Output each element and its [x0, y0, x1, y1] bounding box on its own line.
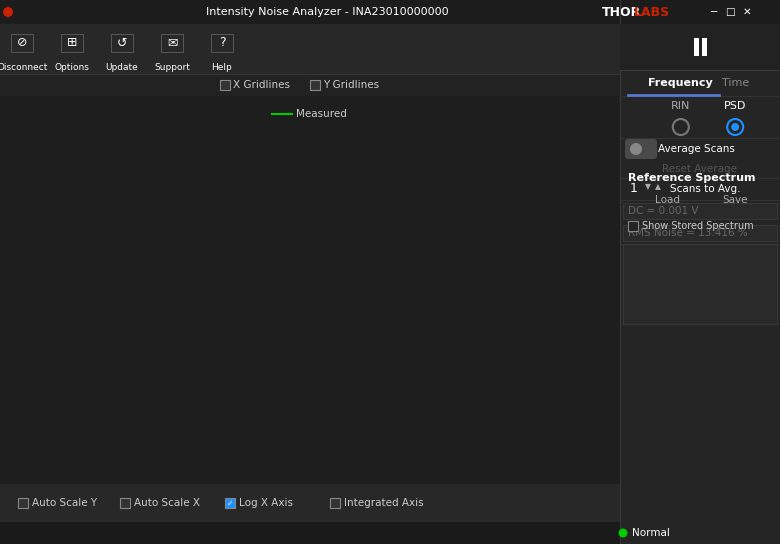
Text: Normal: Normal	[632, 528, 670, 538]
Text: Load: Load	[655, 195, 680, 205]
Bar	[111, 34, 133, 52]
Bar	[61, 34, 83, 52]
Bar	[0, 0, 780, 24]
Text: Integrated Axis: Integrated Axis	[344, 498, 424, 508]
Circle shape	[619, 529, 627, 537]
Text: ✓: ✓	[227, 498, 233, 508]
Y-axis label: PSD, dBV²/Hz: PSD, dBV²/Hz	[9, 256, 19, 324]
Text: ▲: ▲	[655, 182, 661, 191]
Text: RIN: RIN	[671, 101, 690, 111]
Text: DC = 0.001 V: DC = 0.001 V	[628, 206, 699, 216]
Text: Log X Axis: Log X Axis	[239, 498, 293, 508]
Text: RMS Noise = 13.416 %: RMS Noise = 13.416 %	[628, 228, 748, 238]
Bar	[0, 74, 620, 96]
Bar	[330, 498, 340, 508]
Text: Time: Time	[722, 78, 749, 88]
Text: ⊘: ⊘	[16, 36, 27, 50]
Bar	[11, 34, 33, 52]
Circle shape	[630, 143, 642, 155]
Text: ⊞: ⊞	[67, 36, 77, 50]
Text: Auto Scale Y: Auto Scale Y	[32, 498, 98, 508]
Bar	[623, 225, 777, 241]
Text: Show Stored Spectrum: Show Stored Spectrum	[642, 221, 753, 231]
Bar	[620, 24, 780, 70]
Bar	[211, 34, 233, 52]
Text: ─: ─	[710, 7, 716, 17]
Bar	[702, 38, 707, 56]
Text: LABS: LABS	[634, 5, 670, 18]
Text: Frequency: Frequency	[648, 78, 713, 88]
Bar	[18, 498, 28, 508]
Text: Measured: Measured	[296, 109, 347, 119]
Text: X Gridlines: X Gridlines	[233, 80, 290, 90]
Text: ▼: ▼	[645, 182, 651, 191]
Text: Auto Scale X: Auto Scale X	[134, 498, 200, 508]
Bar	[0, 96, 620, 484]
Bar	[120, 498, 130, 508]
Text: Update: Update	[105, 63, 138, 71]
Text: ✕: ✕	[743, 7, 751, 17]
Text: ↺: ↺	[117, 36, 127, 50]
Bar	[310, 80, 320, 90]
Bar	[0, 484, 780, 522]
Text: Y Gridlines: Y Gridlines	[323, 80, 379, 90]
Text: Reference Spectrum: Reference Spectrum	[628, 174, 756, 183]
Bar	[620, 24, 780, 544]
Bar	[694, 38, 699, 56]
Text: ?: ?	[218, 36, 225, 50]
Text: Average Scans: Average Scans	[658, 144, 735, 154]
Bar	[623, 244, 777, 324]
Text: Scans to Avg.: Scans to Avg.	[670, 184, 740, 194]
Text: Help: Help	[211, 63, 232, 71]
Bar	[623, 203, 777, 219]
Text: ✉: ✉	[167, 36, 177, 50]
Text: Reset Average: Reset Average	[662, 164, 738, 174]
Text: Disconnect: Disconnect	[0, 63, 47, 71]
FancyBboxPatch shape	[625, 139, 657, 159]
Text: Save: Save	[722, 195, 748, 205]
Bar	[0, 522, 780, 544]
X-axis label: Frequency, Hz: Frequency, Hz	[293, 502, 377, 515]
Text: THOR: THOR	[602, 5, 641, 18]
Text: Intensity Noise Analyzer - INA23010000000: Intensity Noise Analyzer - INA2301000000…	[206, 7, 449, 17]
Bar	[0, 24, 780, 74]
Text: □: □	[725, 7, 735, 17]
Text: Options: Options	[55, 63, 90, 71]
Text: Support: Support	[154, 63, 190, 71]
Bar	[225, 498, 235, 508]
Bar	[220, 80, 230, 90]
Bar	[628, 221, 638, 231]
Circle shape	[731, 123, 739, 131]
Text: PSD: PSD	[724, 101, 746, 111]
Text: 1: 1	[630, 182, 638, 195]
Circle shape	[3, 7, 13, 17]
Bar	[161, 34, 183, 52]
